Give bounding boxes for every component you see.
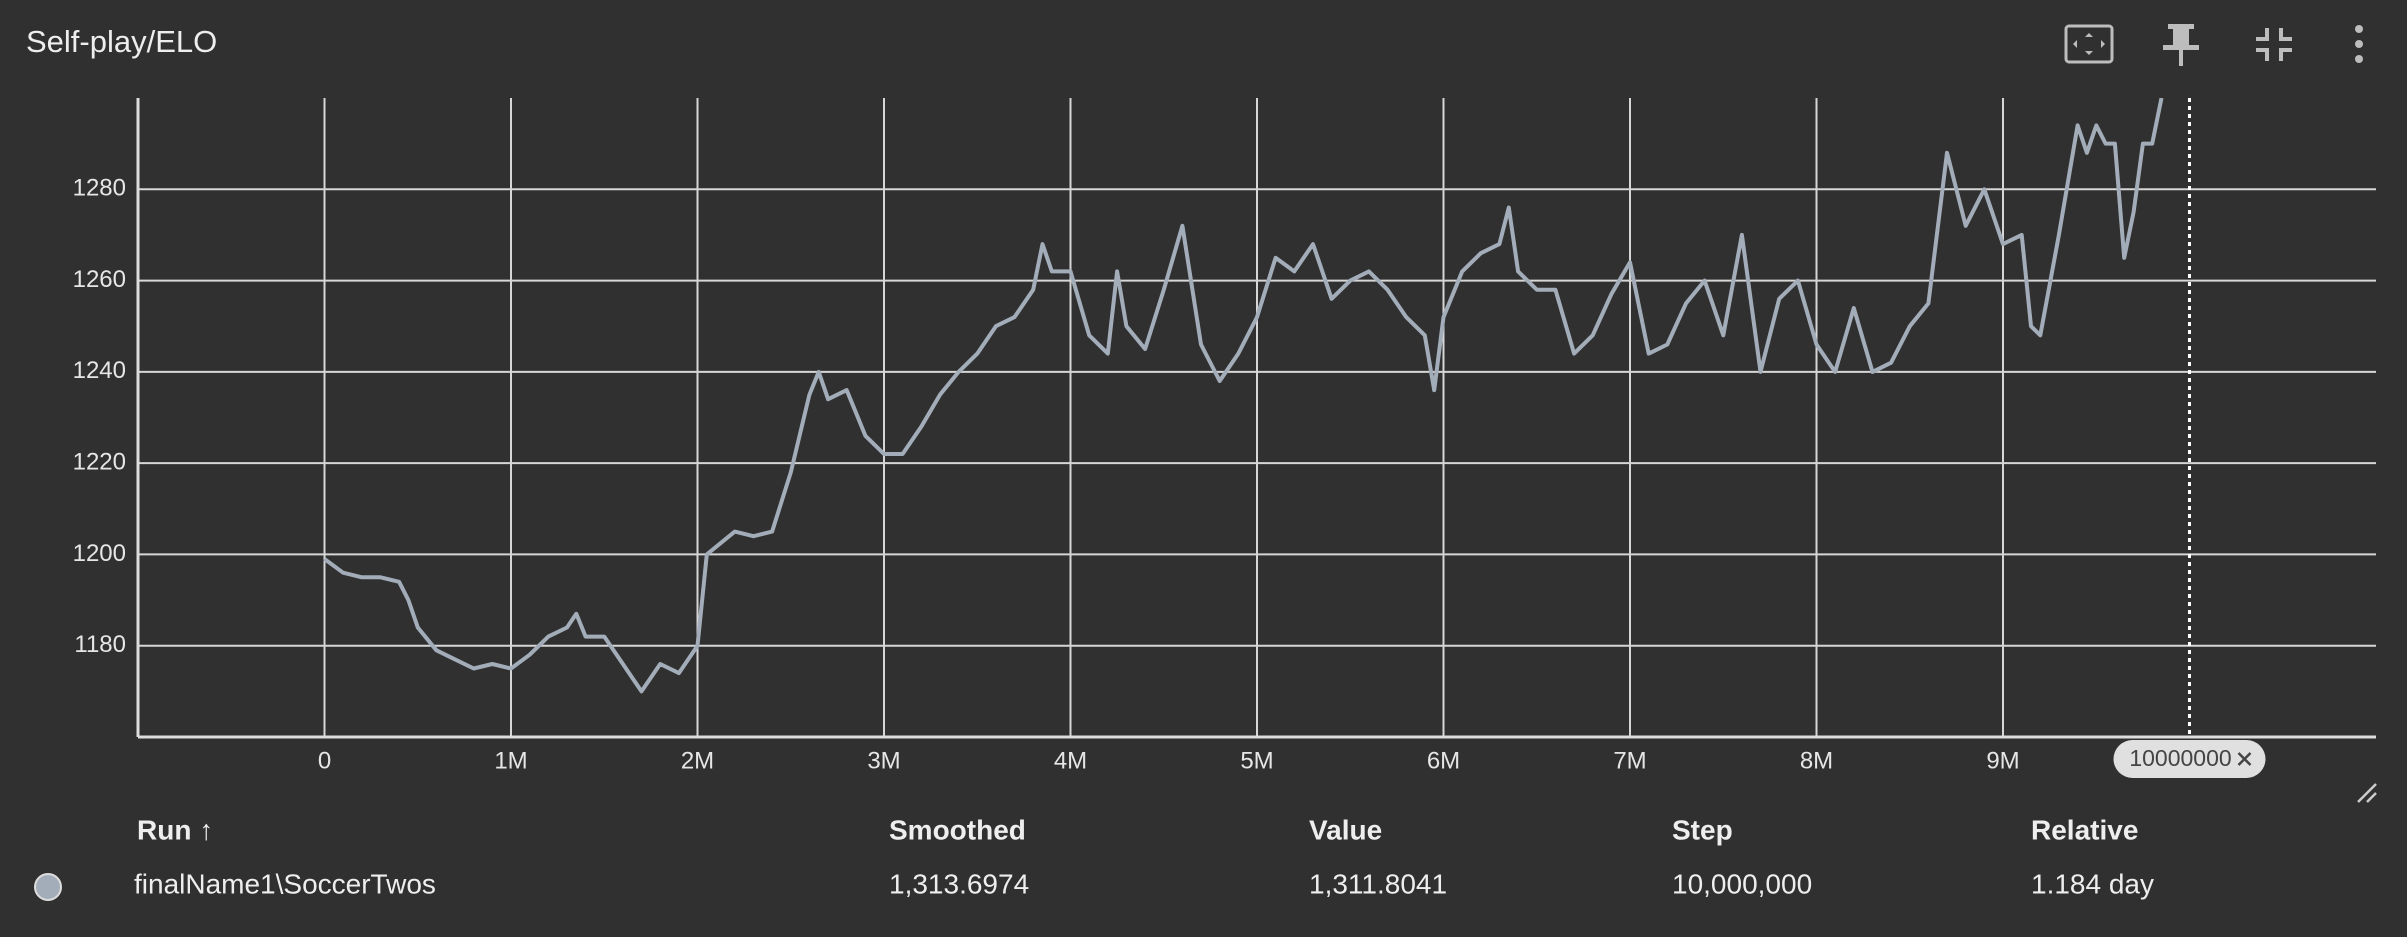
collapse-icon[interactable]	[2256, 28, 2292, 61]
x-tick-label: 6M	[1427, 747, 1460, 774]
y-tick-label: 1260	[73, 266, 126, 293]
y-tick-label: 1240	[73, 357, 126, 384]
resize-handle[interactable]	[2357, 783, 2377, 803]
table-cell: 10,000,000	[1672, 868, 1812, 899]
y-tick-label: 1280	[73, 175, 126, 202]
step-marker-label: 10000000	[2129, 745, 2231, 771]
plot-area	[323, 98, 2164, 694]
table-header: Smoothed	[889, 814, 1026, 845]
step-marker-close[interactable]	[2237, 752, 2252, 766]
y-tick-label: 1200	[73, 540, 126, 567]
table-cell: 1,313.6974	[889, 868, 1029, 899]
run-name: finalName1\SoccerTwos	[134, 868, 436, 899]
table-cell: 1.184 day	[2031, 868, 2154, 899]
more-icon[interactable]	[2355, 25, 2363, 63]
table-header: Relative	[2031, 814, 2138, 845]
tick-labels: 1180 1200 1220 1240 1260 1280 0 1M 2M 3M 4M 5M 6M 7M 8…	[73, 175, 2020, 775]
run-table: Run ↑ Smoothed Value Step Relative final…	[34, 814, 2154, 901]
y-tick-label: 1180	[74, 631, 126, 658]
table-cell: 1,311.8041	[1309, 868, 1447, 899]
x-tick-label: 7M	[1613, 747, 1646, 774]
step-marker-chip	[2113, 740, 2266, 778]
x-tick-label: 5M	[1240, 747, 1273, 774]
x-tick-label: 2M	[681, 747, 714, 774]
fit-icon[interactable]	[2064, 24, 2114, 64]
x-tick-label: 4M	[1054, 747, 1087, 774]
table-header: Step	[1672, 814, 1733, 845]
x-tick-label: 0	[318, 747, 331, 774]
run-color	[34, 873, 62, 901]
table-header: Run ↑	[137, 814, 213, 845]
series-line	[323, 98, 2164, 694]
x-tick-label: 9M	[1986, 747, 2019, 774]
x-tick-label: 1M	[494, 747, 527, 774]
y-tick-label: 1220	[73, 448, 126, 475]
x-tick-label: 8M	[1800, 747, 1833, 774]
grid	[138, 98, 2376, 737]
table-header: Value	[1309, 814, 1382, 845]
x-tick-label: 3M	[867, 747, 900, 774]
card-title: Self-play/ELO	[26, 24, 217, 59]
pin-icon[interactable]	[2163, 24, 2199, 66]
